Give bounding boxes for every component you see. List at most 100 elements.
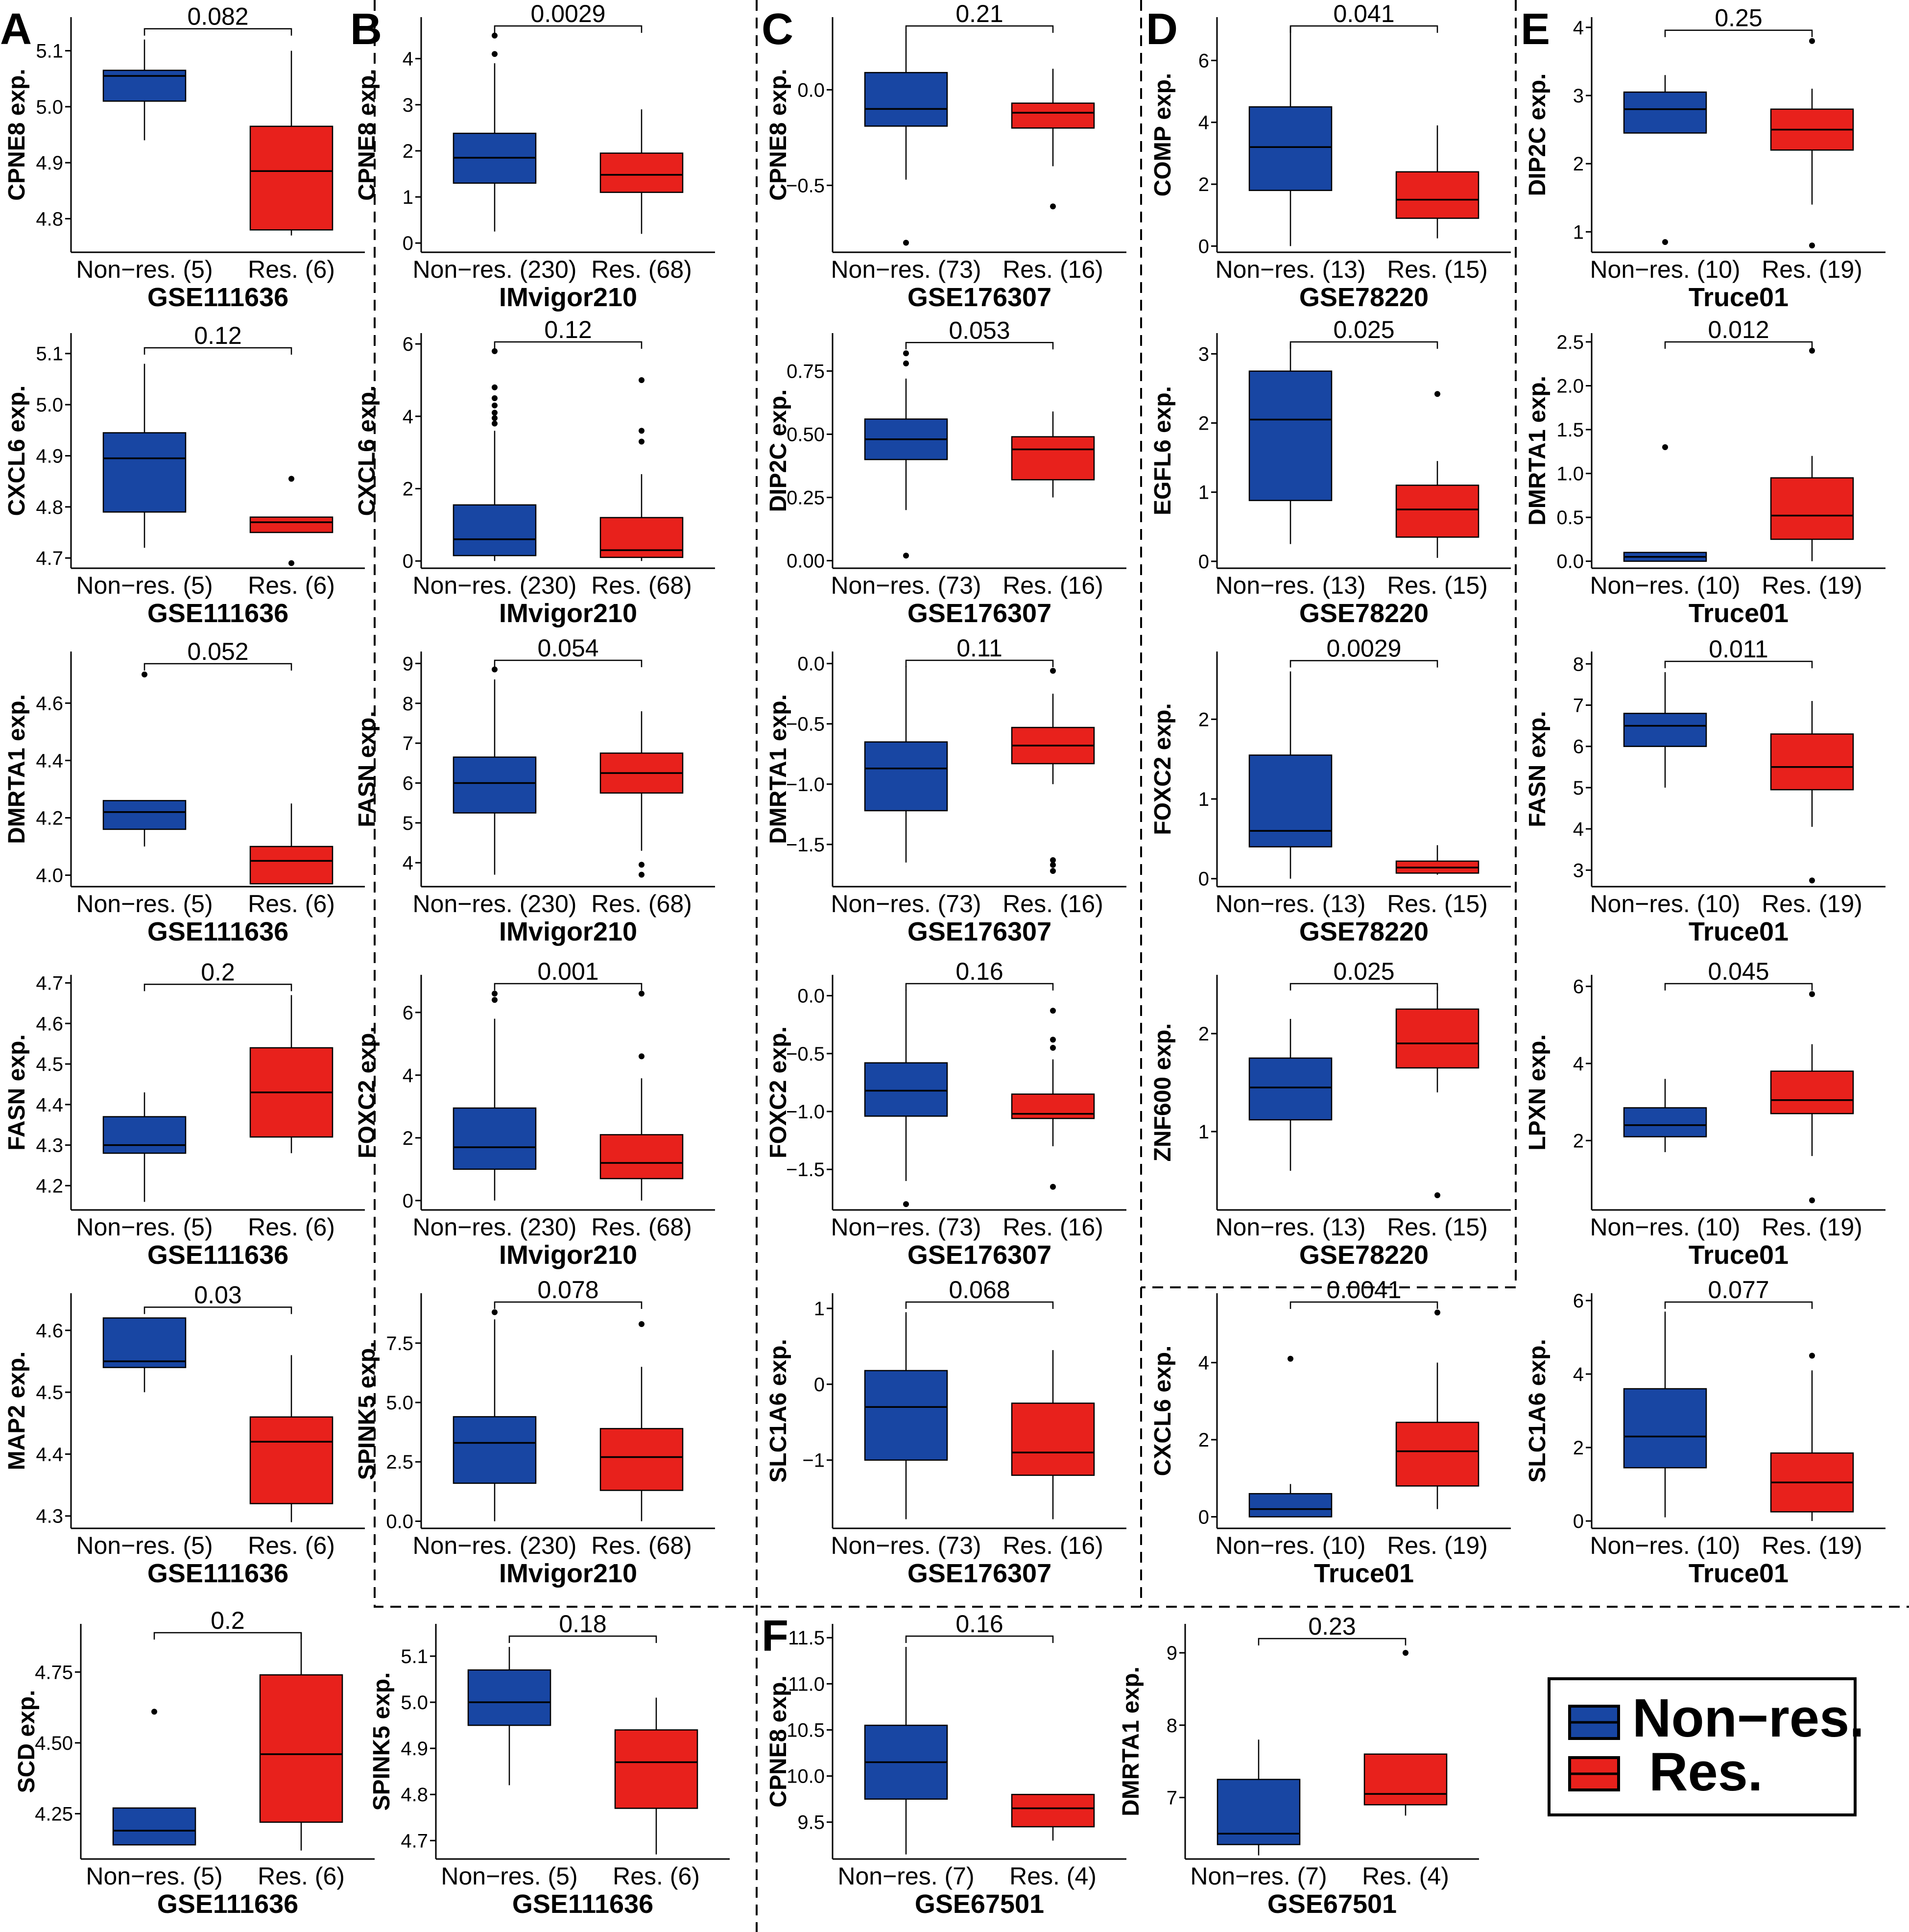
p-value-label: 0.041: [1333, 0, 1394, 27]
y-tick-label: 4: [1573, 17, 1584, 39]
iqr-box: [1770, 733, 1854, 791]
dataset-title: Truce01: [1689, 283, 1789, 312]
y-tick-label: 4.4: [36, 1444, 63, 1465]
p-value-label: 0.011: [1709, 635, 1768, 663]
dataset-title: GSE111636: [147, 599, 288, 628]
significance-bracket: [905, 659, 1054, 667]
iqr-box: [249, 516, 334, 533]
y-tick-label: 4.0: [36, 865, 63, 887]
y-tick-label: 6: [403, 773, 413, 794]
x-tick-label: Non−res. (230): [413, 1213, 577, 1241]
dataset-title: IMvigor210: [499, 1240, 637, 1270]
separator-d-e: [1141, 0, 1517, 1288]
y-tick-label: 5.0: [36, 394, 63, 416]
y-tick-label: 4: [403, 852, 413, 874]
y-tick-label: 3: [403, 95, 413, 116]
y-tick-label: −1: [802, 1450, 825, 1472]
legend-non-res-label: Non−res.: [1632, 1688, 1864, 1748]
p-value-label: 0.23: [1308, 1613, 1356, 1640]
y-tick-label: 0: [1198, 236, 1209, 257]
box-res: [614, 1697, 698, 1855]
outlier-point: [1288, 1355, 1293, 1362]
y-tick-label: 6: [403, 334, 413, 355]
y-tick-label: 4: [403, 48, 413, 70]
significance-bracket: [494, 25, 643, 33]
iqr-box: [864, 72, 948, 127]
box-res: [599, 711, 684, 878]
y-tick-label: 2: [1573, 1437, 1584, 1459]
outlier-point: [1434, 391, 1440, 397]
x-tick-label: Non−res. (5): [76, 1532, 213, 1559]
y-tick-label: 1: [1573, 221, 1584, 243]
p-value-label: 0.2: [201, 958, 235, 986]
x-tick-label: Non−res. (13): [1215, 890, 1365, 918]
x-tick-label: Non−res. (13): [1215, 1213, 1365, 1241]
dataset-title: GSE78220: [1299, 283, 1429, 312]
dataset-title: GSE111636: [147, 917, 288, 946]
p-value-label: 0.16: [955, 1610, 1003, 1638]
y-tick-label: −0.5: [786, 175, 825, 196]
significance-bracket: [143, 1306, 292, 1314]
panel-label: F: [762, 1612, 788, 1661]
outlier-point: [903, 350, 909, 357]
y-tick-label: 4: [1573, 819, 1584, 840]
y-tick-label: 9.5: [797, 1812, 825, 1834]
y-tick-label: 4.7: [36, 548, 63, 569]
x-tick-label: Non−res. (5): [76, 256, 213, 283]
outlier-point: [639, 1053, 644, 1060]
box-res: [1011, 69, 1095, 210]
significance-bracket: [1664, 29, 1813, 37]
y-tick-label: 0: [1198, 869, 1209, 890]
x-tick-label: Non−res. (5): [76, 572, 213, 599]
p-value-label: 0.16: [955, 958, 1003, 985]
outlier-point: [1662, 444, 1668, 450]
box-non-res: [453, 990, 537, 1201]
x-tick-label: Non−res. (5): [86, 1862, 222, 1890]
boxplot-D3: 0 1 2 FOXC2 exp. Non−res. (13) Res. (15) 0.002…: [1150, 635, 1511, 946]
iqr-box: [1623, 713, 1707, 747]
y-axis-label: LPXN exp.: [1525, 1034, 1551, 1150]
p-value-label: 0.18: [559, 1610, 606, 1638]
significance-bracket: [1664, 1301, 1813, 1309]
box-non-res: [102, 1317, 187, 1393]
y-tick-label: 5.1: [401, 1646, 428, 1667]
box-res: [1011, 1350, 1095, 1520]
outlier-point: [1809, 991, 1815, 997]
dataset-title: GSE111636: [147, 283, 288, 312]
y-axis-label: FASN exp.: [4, 1034, 30, 1150]
y-tick-label: 8: [1167, 1715, 1177, 1737]
box-res: [249, 50, 334, 236]
p-value-label: 0.077: [1708, 1276, 1769, 1304]
y-tick-label: 0.00: [787, 551, 825, 572]
box-res: [1363, 1650, 1448, 1816]
y-tick-label: 5.0: [386, 1392, 413, 1414]
box-res: [599, 990, 684, 1201]
iqr-box: [1363, 1753, 1448, 1806]
x-tick-label: Res. (6): [248, 1213, 335, 1241]
outlier-point: [1809, 38, 1815, 44]
box-res: [599, 377, 684, 561]
y-axis-label: SPINK5 exp.: [369, 1672, 395, 1811]
y-axis-label: EGFL6 exp.: [1150, 386, 1176, 515]
box-res: [1395, 125, 1479, 239]
y-tick-label: 0: [403, 233, 413, 254]
outlier-point: [1809, 347, 1815, 354]
outlier-point: [492, 51, 498, 57]
iqr-box: [1011, 1093, 1095, 1119]
iqr-box: [1395, 484, 1479, 538]
y-tick-label: 0.0: [797, 653, 825, 675]
x-tick-label: Res. (16): [1002, 256, 1103, 283]
boxplot-E5: 0 2 4 6 SLC1A6 exp. Non−res. (10) Res. (19) 0.0…: [1525, 1276, 1885, 1588]
x-tick-label: Res. (19): [1762, 572, 1862, 599]
dataset-title: GSE176307: [907, 917, 1051, 946]
p-value-label: 0.0041: [1327, 1276, 1402, 1304]
x-tick-label: Res. (6): [258, 1862, 345, 1890]
boxplot-A3: 4.0 4.2 4.4 4.6 DMRTA1 exp. Non−res. (5) Res. …: [4, 638, 365, 946]
box-res: [1395, 987, 1479, 1198]
significance-bracket: [905, 983, 1054, 990]
box-non-res: [453, 32, 537, 232]
y-tick-label: 0.0: [797, 986, 825, 1007]
